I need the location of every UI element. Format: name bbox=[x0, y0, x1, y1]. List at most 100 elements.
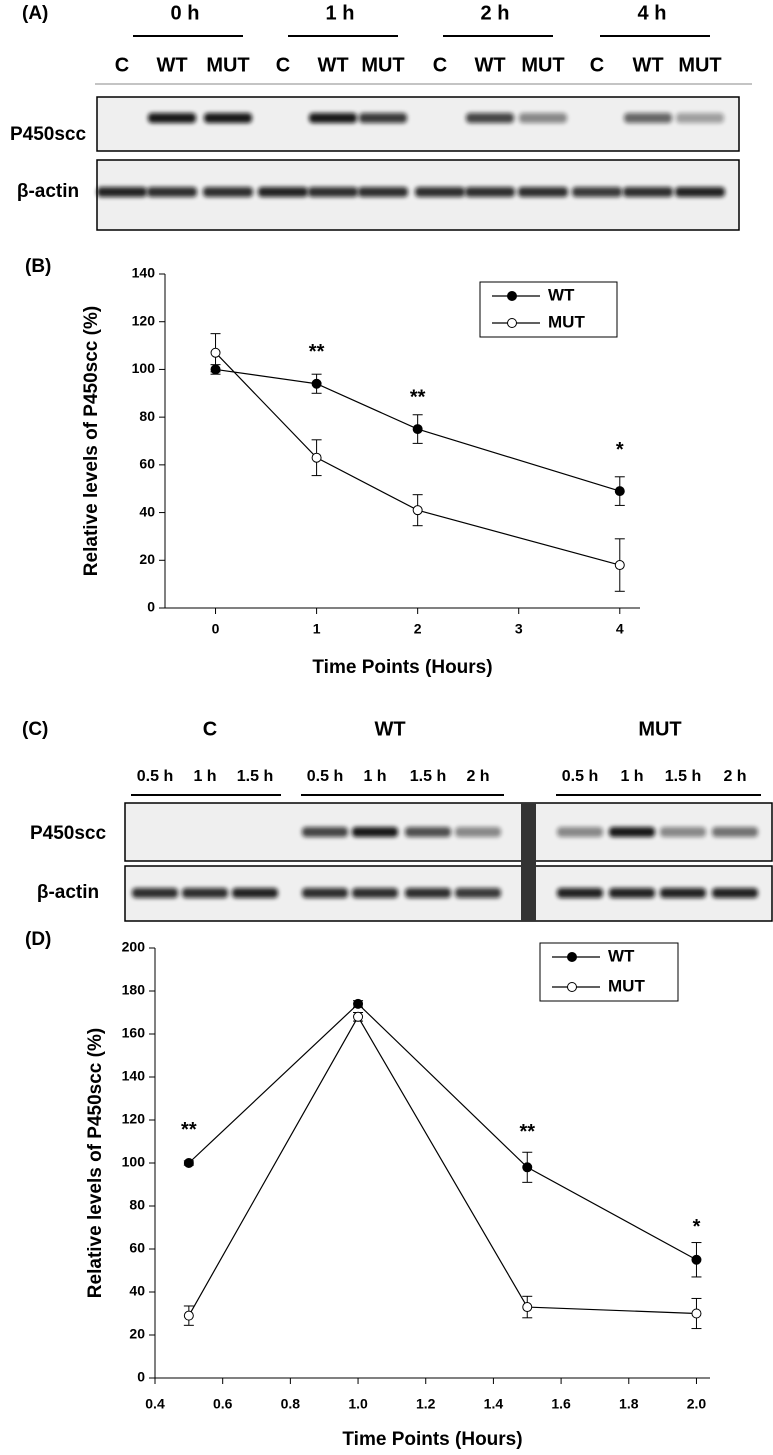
y-tick-label: 180 bbox=[122, 982, 146, 998]
series-line bbox=[215, 352, 620, 566]
y-tick-label: 60 bbox=[129, 1240, 145, 1256]
band bbox=[308, 187, 358, 197]
y-tick-label: 140 bbox=[132, 265, 156, 281]
x-tick-label: 1 bbox=[313, 621, 321, 637]
band bbox=[660, 888, 706, 898]
group-label: 4 h bbox=[638, 2, 667, 24]
band bbox=[455, 888, 501, 898]
group-label: 0 h bbox=[171, 2, 200, 24]
lane-label: C bbox=[276, 54, 290, 76]
band bbox=[232, 888, 278, 898]
y-axis-label: Relative levels of P450scc (%) bbox=[85, 1028, 106, 1298]
group-label: 1 h bbox=[326, 2, 355, 24]
panel-label: (A) bbox=[22, 3, 48, 24]
lane-label: 0.5 h bbox=[307, 768, 343, 785]
band bbox=[358, 187, 408, 197]
x-tick-label: 4 bbox=[616, 621, 624, 637]
band bbox=[182, 888, 228, 898]
panel-label: (C) bbox=[22, 719, 48, 740]
band bbox=[352, 888, 398, 898]
blot bbox=[96, 96, 740, 152]
band bbox=[147, 187, 197, 197]
lane-label: 0.5 h bbox=[137, 768, 173, 785]
marker bbox=[311, 452, 322, 463]
lane-label: MUT bbox=[521, 54, 564, 76]
band bbox=[572, 187, 622, 197]
x-tick-label: 2.0 bbox=[687, 1396, 707, 1412]
band bbox=[609, 888, 655, 898]
annotation: ** bbox=[410, 386, 426, 408]
lane-label: C bbox=[433, 54, 447, 76]
y-tick-label: 80 bbox=[139, 408, 155, 424]
y-tick-label: 120 bbox=[122, 1111, 146, 1127]
legend-marker bbox=[507, 291, 517, 301]
y-tick-label: 20 bbox=[129, 1326, 145, 1342]
marker bbox=[614, 486, 625, 497]
band bbox=[623, 187, 673, 197]
lane-label: WT bbox=[317, 54, 348, 76]
row-label: P450scc bbox=[30, 823, 107, 844]
band bbox=[660, 827, 706, 837]
lane-label: WT bbox=[156, 54, 187, 76]
x-tick-label: 1.4 bbox=[484, 1396, 504, 1412]
annotation: * bbox=[616, 439, 624, 461]
y-tick-label: 0 bbox=[137, 1369, 145, 1385]
band bbox=[359, 113, 407, 123]
y-tick-label: 100 bbox=[122, 1154, 146, 1170]
y-tick-label: 200 bbox=[122, 939, 146, 955]
marker bbox=[210, 364, 221, 375]
group-label: MUT bbox=[638, 718, 681, 740]
x-tick-label: 0.8 bbox=[281, 1396, 301, 1412]
legend-label: MUT bbox=[548, 312, 585, 331]
band bbox=[302, 827, 348, 837]
x-tick-label: 3 bbox=[515, 621, 523, 637]
legend-label: WT bbox=[608, 946, 635, 965]
legend-marker bbox=[507, 318, 517, 328]
legend-label: MUT bbox=[608, 976, 645, 995]
y-tick-label: 120 bbox=[132, 312, 156, 328]
marker bbox=[522, 1162, 533, 1173]
x-tick-label: 0.6 bbox=[213, 1396, 233, 1412]
x-tick-label: 1.6 bbox=[551, 1396, 571, 1412]
legend-box bbox=[539, 942, 679, 1002]
lane-label: 1 h bbox=[363, 768, 386, 785]
marker bbox=[353, 998, 364, 1009]
band bbox=[132, 888, 178, 898]
band bbox=[557, 827, 603, 837]
lane-label: 1 h bbox=[620, 768, 643, 785]
marker bbox=[412, 424, 423, 435]
band bbox=[519, 113, 567, 123]
marker bbox=[311, 378, 322, 389]
group-label: WT bbox=[374, 718, 405, 740]
lane-label: 1.5 h bbox=[410, 768, 446, 785]
group-label: C bbox=[203, 718, 217, 740]
band bbox=[518, 187, 568, 197]
marker bbox=[614, 560, 625, 571]
y-tick-label: 140 bbox=[122, 1068, 146, 1084]
lane-label: WT bbox=[474, 54, 505, 76]
y-tick-label: 60 bbox=[139, 456, 155, 472]
x-tick-label: 2 bbox=[414, 621, 422, 637]
band bbox=[557, 888, 603, 898]
row-label: β-actin bbox=[37, 882, 99, 903]
divider bbox=[521, 803, 536, 921]
y-tick-label: 100 bbox=[132, 360, 156, 376]
band bbox=[712, 827, 758, 837]
series-line bbox=[188, 1015, 697, 1316]
marker bbox=[691, 1254, 702, 1265]
band bbox=[675, 187, 725, 197]
y-tick-label: 40 bbox=[139, 503, 155, 519]
lane-label: 1.5 h bbox=[237, 768, 273, 785]
lane-label: MUT bbox=[206, 54, 249, 76]
row-label: β-actin bbox=[17, 181, 79, 202]
y-tick-label: 20 bbox=[139, 551, 155, 567]
lane-label: 0.5 h bbox=[562, 768, 598, 785]
x-tick-label: 0 bbox=[212, 621, 220, 637]
lane-label: C bbox=[590, 54, 604, 76]
lane-label: MUT bbox=[361, 54, 404, 76]
marker bbox=[691, 1308, 702, 1319]
x-tick-label: 1.8 bbox=[619, 1396, 639, 1412]
group-label: 2 h bbox=[481, 2, 510, 24]
marker bbox=[412, 505, 423, 516]
